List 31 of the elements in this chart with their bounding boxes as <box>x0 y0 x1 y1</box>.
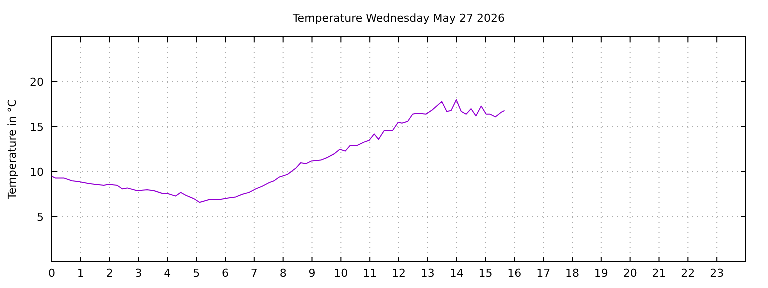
y-tick-label: 20 <box>30 76 44 89</box>
x-tick-label: 17 <box>536 267 551 280</box>
x-tick-label: 9 <box>308 267 316 280</box>
x-tick-label: 22 <box>681 267 696 280</box>
x-tick-label: 1 <box>77 267 84 280</box>
x-tick-label: 13 <box>420 267 435 280</box>
x-tick-label: 5 <box>193 267 200 280</box>
y-axis-title: Temperature in °C <box>6 99 19 200</box>
x-tick-label: 0 <box>48 267 56 280</box>
x-tick-label: 8 <box>280 267 287 280</box>
x-tick-label: 18 <box>566 267 580 280</box>
x-tick-label: 21 <box>652 267 666 280</box>
x-tick-label: 11 <box>363 267 378 280</box>
x-tick-label: 23 <box>710 267 724 280</box>
x-tick-label: 2 <box>106 267 114 280</box>
chart-title: Temperature Wednesday May 27 2026 <box>292 12 506 25</box>
x-tick-label: 19 <box>594 267 608 280</box>
y-tick-label: 15 <box>30 121 44 134</box>
x-tick-label: 20 <box>623 267 638 280</box>
x-tick-label: 4 <box>164 267 172 280</box>
line-series <box>52 100 506 204</box>
x-tick-label: 6 <box>222 267 229 280</box>
x-tick-label: 12 <box>392 267 406 280</box>
x-tick-label: 3 <box>135 267 142 280</box>
x-tick-label: 14 <box>450 267 464 280</box>
y-tick-label: 10 <box>30 166 44 179</box>
y-tick-label: 5 <box>37 211 44 224</box>
x-tick-label: 15 <box>478 267 493 280</box>
x-tick-label: 7 <box>250 267 258 280</box>
x-tick-label: 10 <box>334 267 348 280</box>
x-tick-label: 16 <box>508 267 522 280</box>
